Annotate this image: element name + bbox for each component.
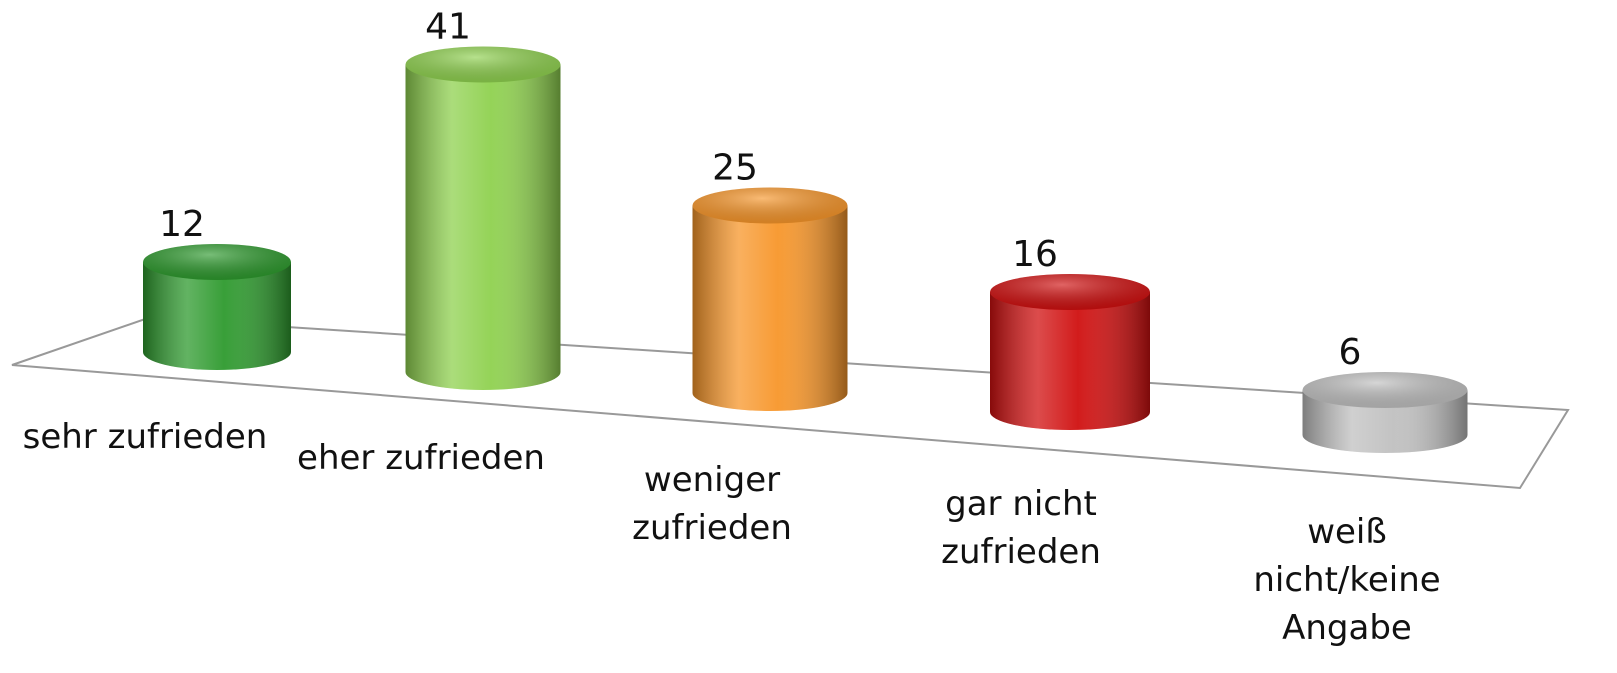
bar-top-shade [1302,372,1468,408]
category-label: sehr zufrieden [22,417,268,457]
category-label: gar nicht zufrieden [941,484,1101,572]
category-label: weniger zufrieden [632,460,792,548]
value-label: 12 [159,204,205,245]
value-label: 6 [1339,332,1362,373]
floor [11,316,1570,490]
value-label: 25 [712,148,758,189]
value-label: 41 [425,7,471,48]
bar-shade [1302,390,1468,453]
bar-top-shade [143,244,291,280]
bar-shade [692,205,848,411]
bar-top-shade [990,274,1150,310]
category-label: eher zufrieden [297,438,545,478]
bar-shade [143,262,291,370]
bar-shade [405,64,561,390]
bar-top-shade [405,46,561,83]
bar-shade [990,292,1150,430]
bar-top-shade [692,187,848,224]
value-label: 16 [1012,234,1058,275]
category-label: weiß nicht/keine Angabe [1253,512,1441,648]
